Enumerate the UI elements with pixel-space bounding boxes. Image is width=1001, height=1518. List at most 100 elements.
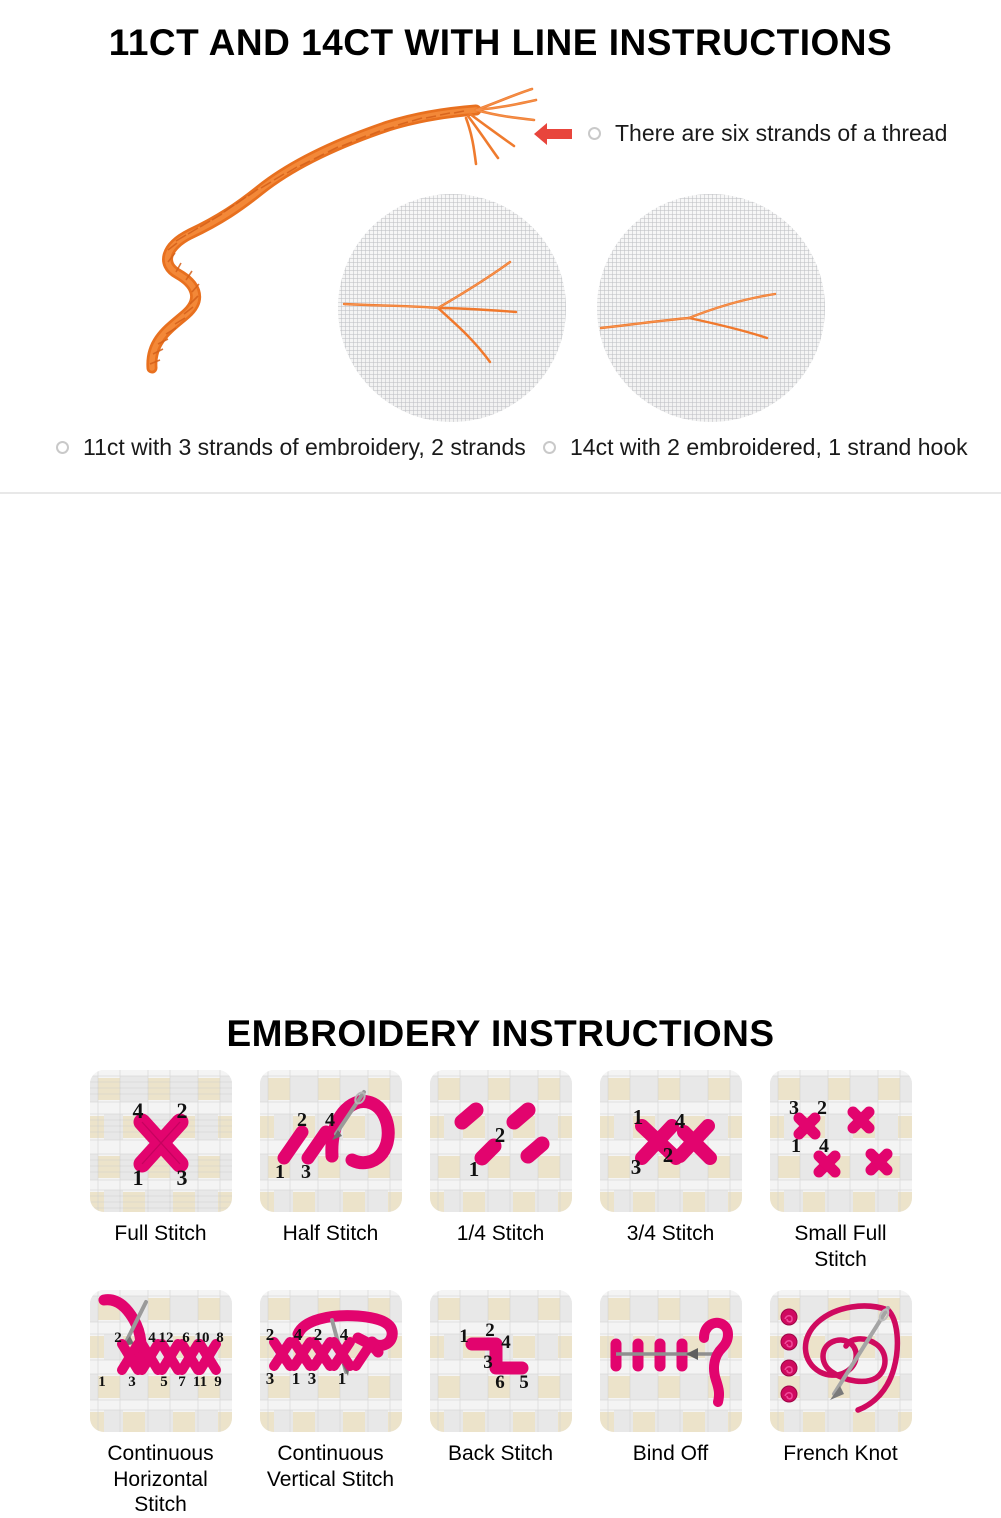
stitch-number: 4 bbox=[339, 1325, 348, 1344]
stitch-number: 4 bbox=[132, 1098, 143, 1123]
stitch-diagram: 2 4 2 4 3 1 3 1 bbox=[265, 1310, 398, 1388]
stitch-number: 6 bbox=[182, 1330, 190, 1346]
stitch-cell-french-knot: French Knot bbox=[769, 1290, 912, 1518]
stitch-tile bbox=[769, 1290, 912, 1433]
stitch-row-1: 4 2 1 3 Full Stitch bbox=[0, 1070, 1001, 1272]
stitch-number: 2 bbox=[485, 1320, 495, 1341]
stitch-label: 1/4 Stitch bbox=[456, 1222, 545, 1245]
stitch-number: 3 bbox=[128, 1374, 136, 1390]
stitch-label: 3/4 Stitch bbox=[626, 1222, 715, 1245]
fabric-texture bbox=[597, 194, 825, 422]
thread-note-row: There are six strands of a thread bbox=[532, 120, 947, 147]
stitch-number: 4 bbox=[819, 1135, 829, 1157]
stitch-row-2: 2 4 12 6 10 8 1 3 5 7 11 bbox=[0, 1290, 1001, 1518]
stitch-number: 1 bbox=[98, 1374, 106, 1390]
stitch-number: 2 bbox=[265, 1325, 274, 1344]
stitch-diagram: 3 2 1 4 bbox=[789, 1097, 892, 1178]
stitch-diagram: 1 2 4 3 6 5 bbox=[459, 1320, 529, 1393]
stitch-number: 4 bbox=[293, 1325, 302, 1344]
stitch-label: French Knot bbox=[783, 1442, 898, 1466]
thread-svg bbox=[146, 87, 538, 374]
stitch-diagram: 2 4 1 3 bbox=[275, 1090, 395, 1183]
section-embroidery-instructions: EMBROIDERY INSTRUCTIONS bbox=[0, 494, 1001, 1516]
stitch-number: 6 bbox=[495, 1372, 505, 1393]
stitch-number: 2 bbox=[494, 1123, 505, 1147]
stitch-number: 2 bbox=[176, 1098, 187, 1123]
section-thread-instructions: 11CT AND 14CT WITH LINE INSTRUCTIONS bbox=[0, 0, 1001, 495]
stitch-number: 3 bbox=[483, 1352, 493, 1373]
stitch-number: 1 bbox=[132, 1165, 143, 1190]
caption-11ct-text: 11ct with 3 strands of embroidery, 2 str… bbox=[83, 434, 526, 460]
stitch-number: 4 bbox=[148, 1330, 156, 1346]
stitch-number: 9 bbox=[214, 1374, 222, 1390]
stitch-label: Half Stitch bbox=[282, 1222, 379, 1245]
fabric-circle-11ct bbox=[338, 194, 566, 422]
stitch-number: 2 bbox=[297, 1109, 307, 1131]
left-arrow-icon bbox=[534, 122, 572, 145]
stitch-number: 4 bbox=[501, 1332, 511, 1353]
stitch-tile: 2 4 1 3 bbox=[259, 1070, 402, 1212]
stitch-number: 2 bbox=[114, 1330, 122, 1346]
stitch-number: 4 bbox=[674, 1109, 685, 1133]
section2-title: EMBROIDERY INSTRUCTIONS bbox=[226, 1013, 775, 1054]
stitch-diagram: 2 1 bbox=[454, 1102, 549, 1181]
stitch-number: 5 bbox=[519, 1372, 529, 1393]
needle-icon bbox=[615, 1348, 722, 1361]
stitch-label: Bind Off bbox=[632, 1442, 709, 1466]
stitch-diagram: 2 4 12 6 10 8 1 3 5 7 11 bbox=[98, 1294, 224, 1390]
stitch-number: 1 bbox=[337, 1369, 346, 1388]
stitch-cell-three-quarter-stitch: 1 4 2 3 3/4 Stitch bbox=[599, 1070, 742, 1272]
stitch-number: 3 bbox=[176, 1165, 187, 1190]
stitch-cell-small-full-stitch: 3 2 1 4 Small Full Stitch bbox=[769, 1070, 912, 1272]
stitch-tile: 4 2 1 3 bbox=[89, 1070, 232, 1212]
thread-note-text: There are six strands of a thread bbox=[615, 120, 948, 146]
stitch-diagram: 1 4 2 3 bbox=[630, 1105, 717, 1179]
caption-14ct-row: 14ct with 2 embroidered, 1 strand hook bbox=[543, 434, 968, 461]
stitch-cell-back-stitch: 1 2 4 3 6 5 Back Stitch bbox=[429, 1290, 572, 1518]
stitch-tile: 1 2 4 3 6 5 bbox=[429, 1290, 572, 1433]
stitch-number: 3 bbox=[301, 1161, 311, 1183]
ring-bullet-icon bbox=[56, 441, 69, 454]
stitch-number: 3 bbox=[789, 1097, 799, 1119]
caption-11ct-row: 11ct with 3 strands of embroidery, 2 str… bbox=[56, 434, 526, 461]
stitch-label: Small Full Stitch bbox=[794, 1222, 887, 1271]
stitch-number: 1 bbox=[791, 1135, 801, 1157]
thread-illustration bbox=[120, 78, 550, 378]
stitch-number: 3 bbox=[630, 1155, 641, 1179]
stitch-tile: 2 4 2 4 3 1 3 1 bbox=[259, 1290, 402, 1433]
stitch-cell-bind-off: Bind Off bbox=[599, 1290, 742, 1518]
stitch-number: 1 bbox=[632, 1105, 643, 1129]
stitch-cell-full-stitch: 4 2 1 3 Full Stitch bbox=[89, 1070, 232, 1272]
stitch-label: Continuous Vertical Stitch bbox=[266, 1442, 395, 1491]
stitch-cell-continuous-horizontal-stitch: 2 4 12 6 10 8 1 3 5 7 11 bbox=[89, 1290, 232, 1518]
caption-14ct-text: 14ct with 2 embroidered, 1 strand hook bbox=[570, 434, 968, 460]
stitch-number: 7 bbox=[178, 1374, 186, 1390]
stitch-number: 5 bbox=[160, 1374, 168, 1390]
stitch-number: 8 bbox=[216, 1330, 224, 1346]
stitch-number: 11 bbox=[192, 1374, 206, 1390]
section-divider bbox=[0, 492, 1001, 495]
strands-11ct-svg bbox=[342, 260, 518, 364]
stitch-number: 1 bbox=[291, 1369, 300, 1388]
stitch-number: 1 bbox=[459, 1326, 469, 1347]
stitch-cell-quarter-stitch: 2 1 1/4 Stitch bbox=[429, 1070, 572, 1272]
stitch-number: 10 bbox=[194, 1330, 209, 1346]
stitch-tile: 1 4 2 3 bbox=[599, 1070, 742, 1212]
stitch-cell-half-stitch: 2 4 1 3 Half Stitch bbox=[259, 1070, 402, 1272]
section1-title: 11CT AND 14CT WITH LINE INSTRUCTIONS bbox=[108, 22, 893, 63]
stitch-cell-continuous-vertical-stitch: 2 4 2 4 3 1 3 1 Continuous Vertical St bbox=[259, 1290, 402, 1518]
ring-bullet-icon bbox=[543, 441, 556, 454]
stitch-diagram bbox=[610, 1318, 733, 1408]
stitch-number: 4 bbox=[325, 1109, 335, 1131]
stitch-number: 1 bbox=[468, 1157, 479, 1181]
stitch-tile bbox=[599, 1290, 742, 1433]
stitch-tile: 2 1 bbox=[429, 1070, 572, 1212]
ring-bullet-icon bbox=[588, 127, 601, 140]
stitch-label: Continuous Horizontal Stitch bbox=[107, 1442, 214, 1517]
stitch-number: 2 bbox=[817, 1097, 827, 1119]
stitch-number: 1 bbox=[275, 1161, 285, 1183]
french-knot-dots bbox=[780, 1308, 797, 1403]
stitch-tile: 2 4 12 6 10 8 1 3 5 7 11 bbox=[89, 1290, 232, 1433]
stitch-tile: 3 2 1 4 bbox=[769, 1070, 912, 1212]
